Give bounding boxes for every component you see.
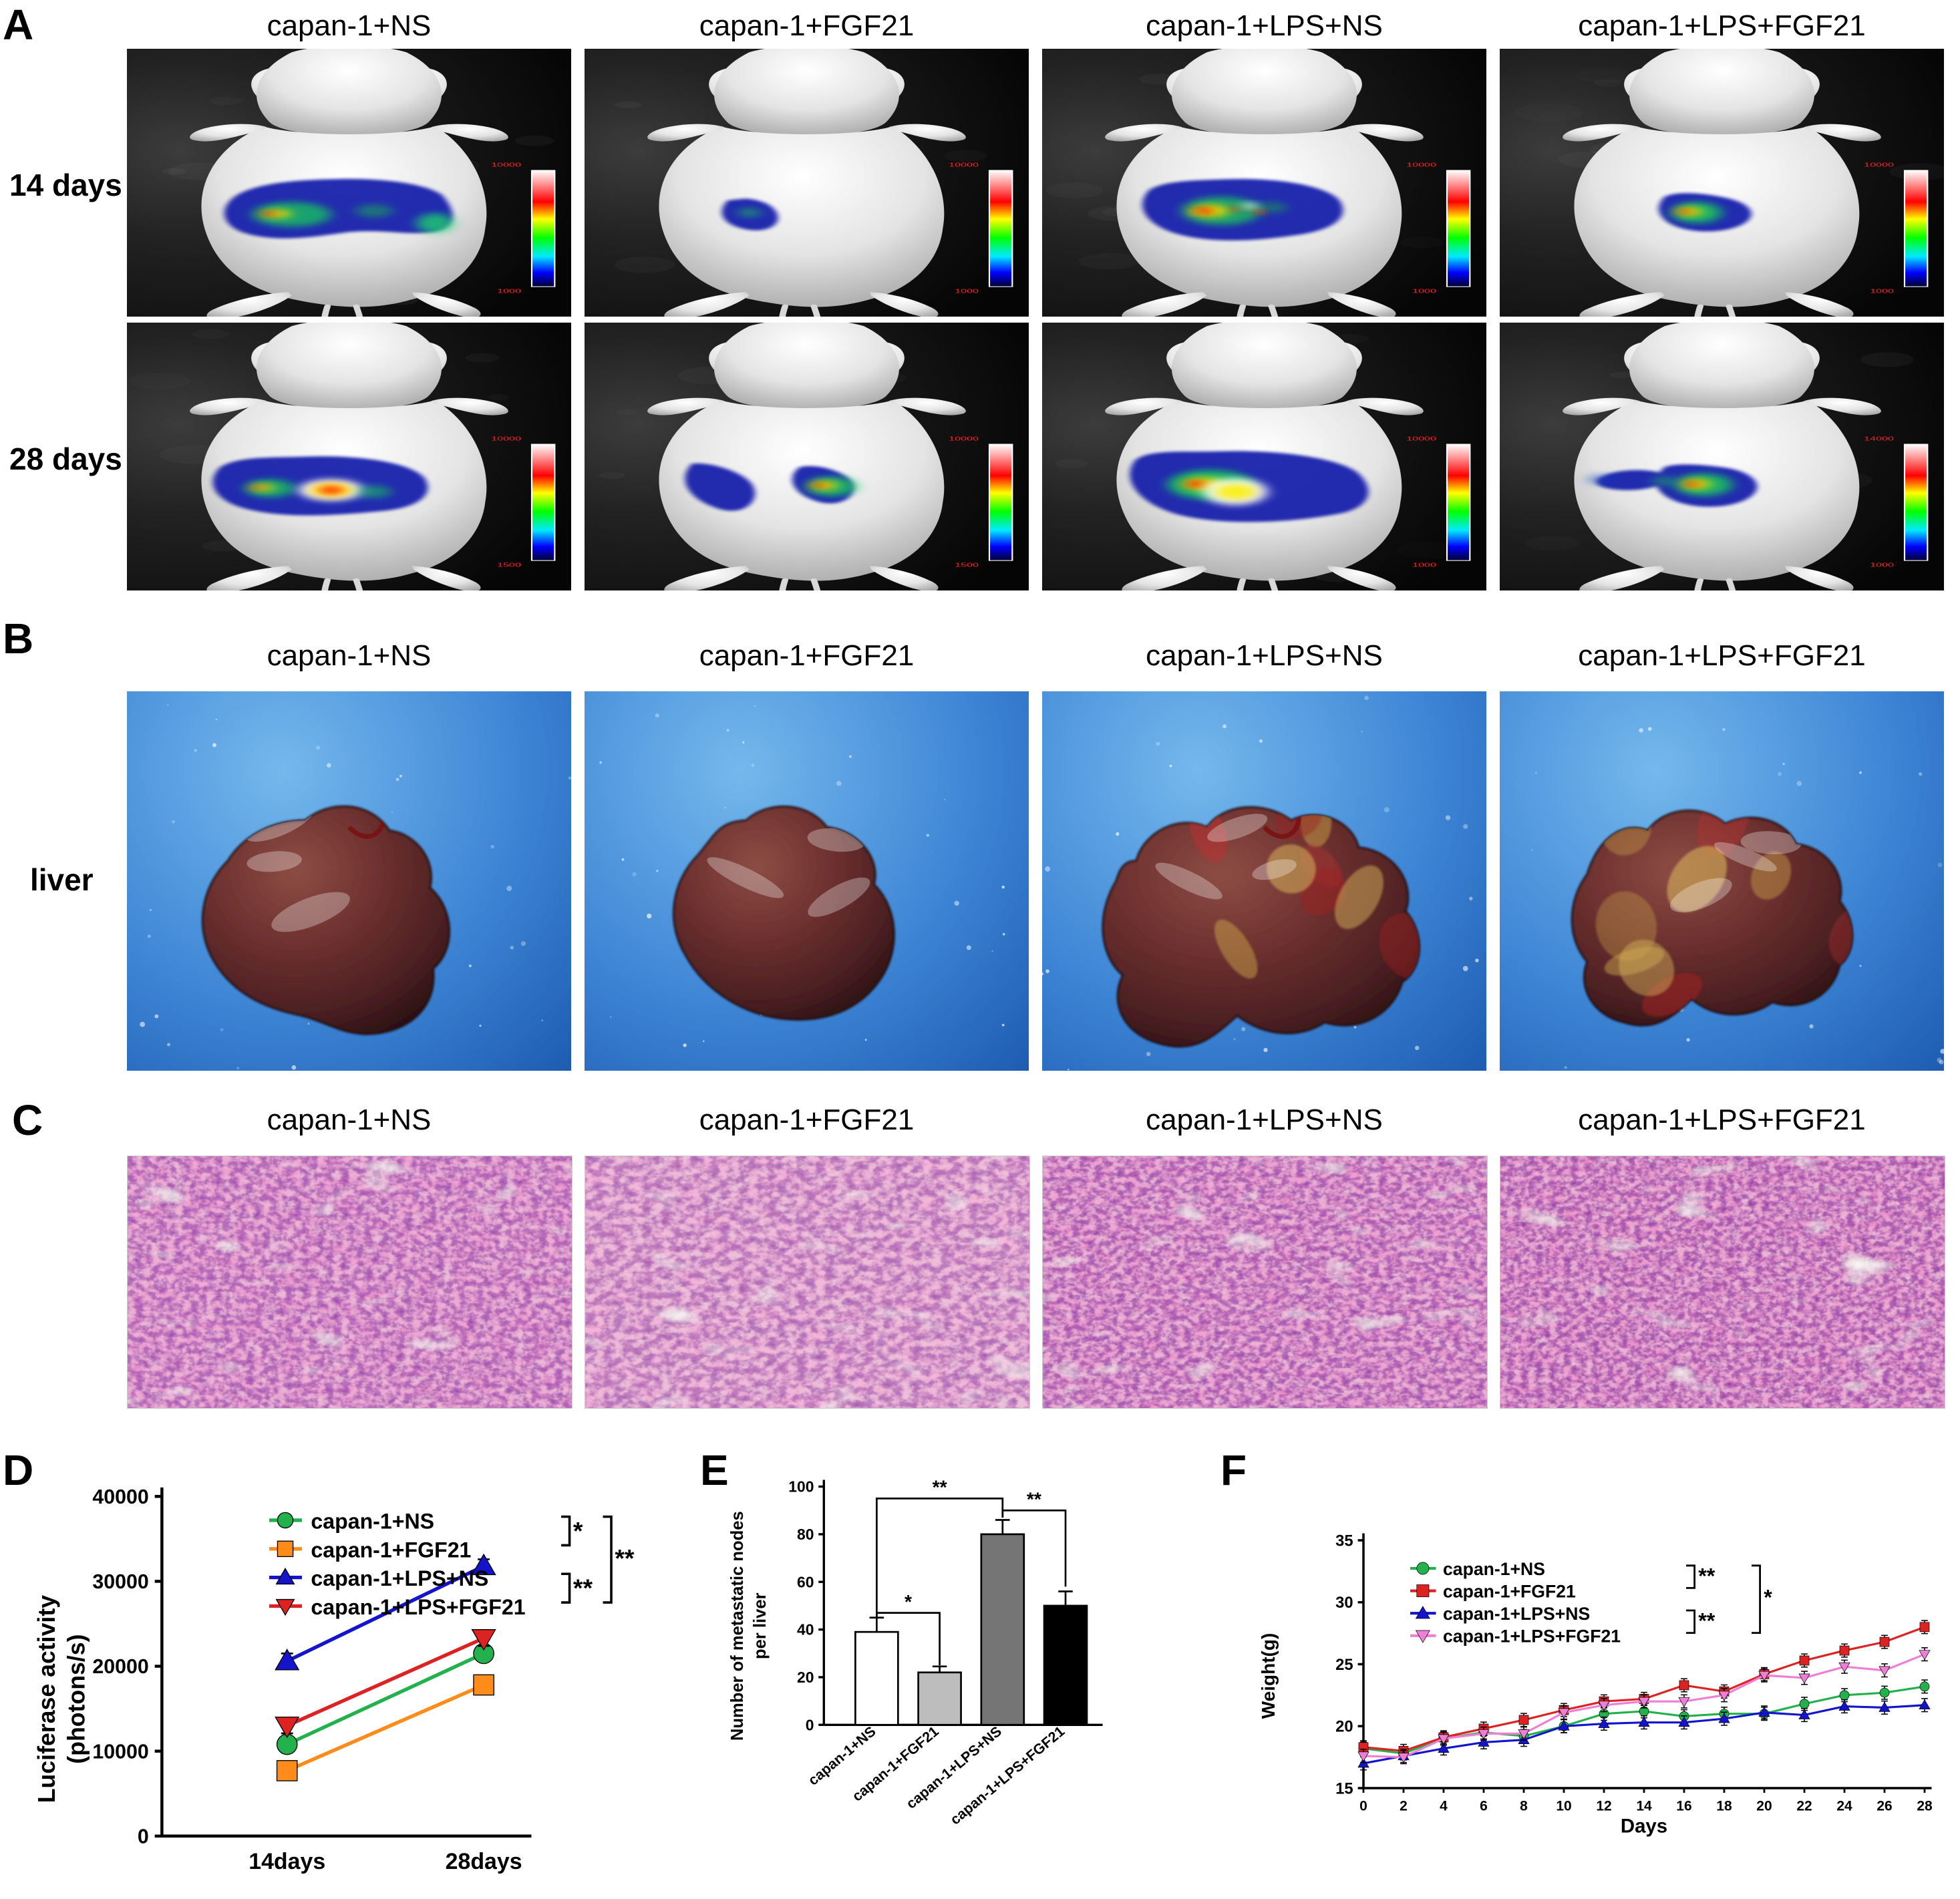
svg-text:*: * (905, 1591, 912, 1612)
svg-text:*: * (1764, 1586, 1772, 1610)
svg-text:40: 40 (797, 1621, 814, 1638)
svg-text:capan-1+LPS+FGF21: capan-1+LPS+FGF21 (947, 1723, 1068, 1828)
svg-text:26: 26 (1876, 1799, 1892, 1814)
svg-text:24: 24 (1836, 1799, 1852, 1814)
svg-text:4: 4 (1440, 1799, 1448, 1814)
svg-text:20: 20 (1335, 1718, 1353, 1736)
svg-text:14days: 14days (249, 1849, 325, 1874)
svg-text:30: 30 (1335, 1594, 1353, 1612)
svg-text:16: 16 (1676, 1799, 1691, 1814)
svg-text:60: 60 (797, 1573, 814, 1590)
svg-text:8: 8 (1520, 1799, 1528, 1814)
svg-text:40000: 40000 (92, 1486, 148, 1508)
svg-text:10: 10 (1556, 1799, 1571, 1814)
svg-text:0: 0 (138, 1826, 149, 1848)
svg-text:**: ** (933, 1477, 947, 1498)
svg-text:capan-1+LPS+FGF21: capan-1+LPS+FGF21 (1443, 1626, 1621, 1647)
svg-text:35: 35 (1335, 1532, 1353, 1550)
svg-text:**: ** (573, 1574, 593, 1602)
svg-text:20000: 20000 (92, 1656, 148, 1678)
svg-text:per liver: per liver (751, 1592, 770, 1659)
svg-text:**: ** (1698, 1564, 1716, 1588)
svg-text:Days: Days (1621, 1816, 1667, 1838)
svg-text:capan-1+FGF21: capan-1+FGF21 (1443, 1581, 1576, 1601)
svg-text:Luciferase activity: Luciferase activity (33, 1595, 60, 1803)
svg-text:(photons/s): (photons/s) (63, 1634, 90, 1764)
svg-text:12: 12 (1596, 1799, 1611, 1814)
svg-text:28: 28 (1917, 1799, 1933, 1814)
svg-text:**: ** (1027, 1489, 1041, 1510)
svg-text:10000: 10000 (92, 1741, 148, 1763)
svg-text:18: 18 (1716, 1799, 1732, 1814)
svg-text:6: 6 (1480, 1799, 1488, 1814)
svg-text:20: 20 (797, 1669, 814, 1686)
svg-text:capan-1+LPS+FGF21: capan-1+LPS+FGF21 (311, 1595, 525, 1619)
svg-text:Weight(g): Weight(g) (1258, 1633, 1279, 1719)
svg-text:capan-1+NS: capan-1+NS (311, 1509, 434, 1533)
svg-text:30000: 30000 (92, 1571, 148, 1593)
svg-text:80: 80 (797, 1526, 814, 1543)
svg-text:100: 100 (788, 1478, 814, 1496)
svg-text:Number of metastatic nodes: Number of metastatic nodes (728, 1511, 747, 1741)
svg-text:0: 0 (806, 1716, 814, 1733)
svg-text:2: 2 (1400, 1799, 1408, 1814)
svg-text:28days: 28days (446, 1849, 522, 1874)
svg-text:0: 0 (1359, 1799, 1367, 1814)
svg-text:20: 20 (1756, 1799, 1772, 1814)
svg-text:capan-1+NS: capan-1+NS (1443, 1559, 1545, 1579)
svg-text:capan-1+LPS+NS: capan-1+LPS+NS (1443, 1604, 1590, 1624)
svg-text:**: ** (1698, 1609, 1716, 1633)
svg-text:capan-1+FGF21: capan-1+FGF21 (311, 1538, 471, 1562)
svg-text:22: 22 (1796, 1799, 1812, 1814)
svg-text:25: 25 (1335, 1656, 1353, 1674)
svg-text:15: 15 (1335, 1779, 1353, 1797)
svg-text:14: 14 (1636, 1799, 1652, 1814)
svg-text:*: * (573, 1517, 583, 1545)
svg-text:**: ** (615, 1544, 635, 1572)
svg-text:capan-1+LPS+NS: capan-1+LPS+NS (311, 1566, 488, 1590)
